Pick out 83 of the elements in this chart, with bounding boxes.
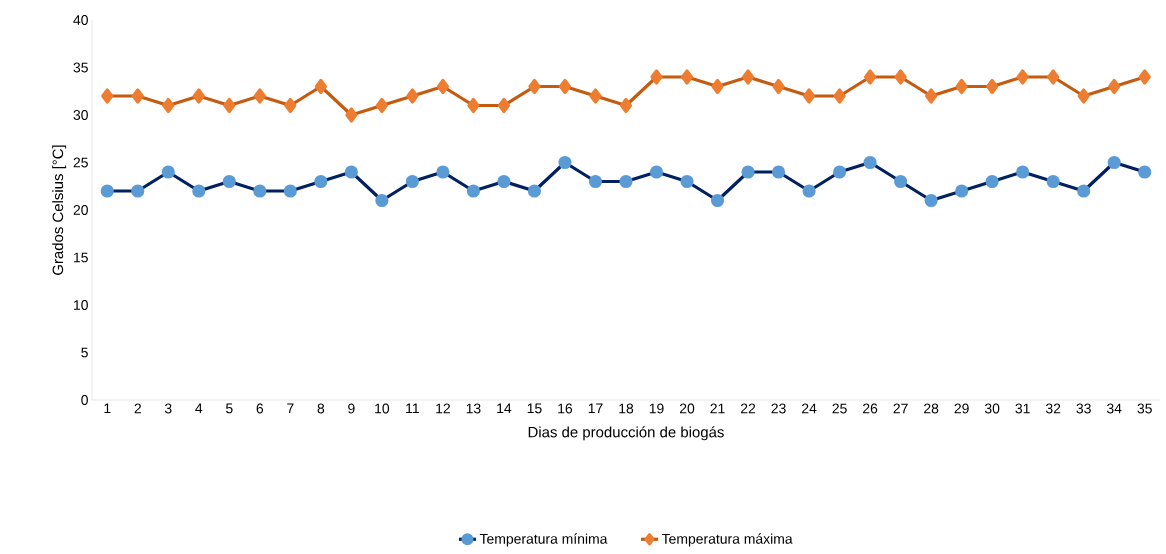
point bbox=[497, 97, 511, 114]
x-tick-label: 4 bbox=[195, 403, 203, 414]
point bbox=[467, 97, 480, 114]
x-tick-label: 14 bbox=[497, 403, 512, 414]
point bbox=[375, 97, 388, 114]
x-tick-label: 30 bbox=[984, 403, 1000, 414]
point bbox=[619, 97, 633, 114]
x-tick-label: 17 bbox=[588, 403, 603, 414]
x-tick-label: 5 bbox=[225, 403, 233, 414]
y-tick-label: 25 bbox=[73, 157, 88, 168]
x-tick-label: 3 bbox=[164, 403, 172, 414]
y-axis-title: Grados Celsius [°C] bbox=[52, 145, 67, 275]
x-tick-label: 11 bbox=[406, 403, 419, 414]
x-tick-label: 12 bbox=[436, 403, 450, 414]
point bbox=[131, 88, 144, 104]
point bbox=[558, 78, 572, 95]
x-tick-label: 1 bbox=[104, 403, 111, 414]
x-tick-label: 18 bbox=[619, 403, 634, 414]
y-tick-label: 15 bbox=[74, 252, 88, 263]
x-tick-label: 10 bbox=[375, 403, 390, 414]
point bbox=[253, 88, 266, 104]
point bbox=[1047, 69, 1060, 85]
x-tick-label: 28 bbox=[924, 403, 939, 414]
point bbox=[772, 78, 785, 95]
point bbox=[711, 78, 724, 95]
x-tick-label: 21 bbox=[710, 403, 725, 414]
legend-label: Temperatura máxima bbox=[661, 533, 793, 547]
x-tick-label: 16 bbox=[558, 403, 573, 414]
y-tick-label: 30 bbox=[73, 110, 88, 120]
x-tick-label: 13 bbox=[466, 403, 481, 414]
point bbox=[1077, 88, 1090, 104]
x-tick-label: 15 bbox=[527, 403, 542, 414]
x-tick-label: 9 bbox=[348, 403, 355, 414]
y-tick-label: 35 bbox=[73, 62, 88, 73]
x-tick-label: 22 bbox=[740, 403, 756, 414]
y-tick-label: 0 bbox=[81, 395, 88, 405]
point bbox=[436, 78, 449, 95]
point bbox=[162, 97, 175, 114]
x-tick-label: 24 bbox=[802, 403, 817, 414]
point bbox=[101, 88, 114, 104]
point bbox=[345, 107, 358, 123]
y-tick-label: 40 bbox=[73, 15, 88, 25]
point bbox=[589, 88, 602, 104]
x-tick-label: 26 bbox=[863, 403, 878, 414]
y-tick-label: 20 bbox=[73, 205, 88, 215]
x-tick-label: 19 bbox=[649, 403, 664, 414]
x-tick-label: 8 bbox=[317, 403, 325, 414]
point bbox=[833, 88, 846, 104]
x-tick-label: 2 bbox=[134, 403, 141, 414]
x-tick-label: 31 bbox=[1015, 403, 1030, 414]
x-tick-label: 27 bbox=[893, 403, 908, 414]
point bbox=[680, 69, 694, 85]
point bbox=[314, 78, 327, 95]
point bbox=[650, 69, 663, 85]
point bbox=[1108, 78, 1121, 95]
point bbox=[1016, 69, 1029, 85]
legend-label: Temperatura mínima bbox=[479, 533, 608, 547]
x-tick-label: 35 bbox=[1137, 403, 1152, 414]
point bbox=[192, 88, 205, 104]
point bbox=[528, 78, 541, 95]
y-tick-label: 10 bbox=[74, 300, 88, 310]
x-tick-label: 23 bbox=[771, 403, 786, 414]
point bbox=[894, 69, 907, 85]
x-tick-label: 34 bbox=[1106, 403, 1122, 414]
x-axis-title: Dias de producción de biogás bbox=[528, 426, 724, 441]
x-tick-label: 29 bbox=[954, 403, 969, 414]
point bbox=[802, 88, 816, 104]
x-tick-label: 6 bbox=[256, 403, 264, 414]
point bbox=[284, 97, 297, 114]
point bbox=[223, 97, 236, 114]
x-tick-label: 20 bbox=[679, 403, 695, 414]
x-tick-label: 7 bbox=[287, 403, 294, 414]
point bbox=[741, 69, 755, 85]
point bbox=[1138, 69, 1151, 85]
y-tick-label: 5 bbox=[81, 347, 88, 358]
x-tick-label: 33 bbox=[1076, 403, 1091, 414]
x-tick-label: 32 bbox=[1045, 403, 1061, 414]
point bbox=[925, 88, 938, 104]
point bbox=[986, 78, 999, 95]
point bbox=[864, 69, 877, 85]
point bbox=[955, 78, 968, 95]
x-tick-label: 25 bbox=[832, 403, 847, 414]
point bbox=[406, 88, 419, 104]
